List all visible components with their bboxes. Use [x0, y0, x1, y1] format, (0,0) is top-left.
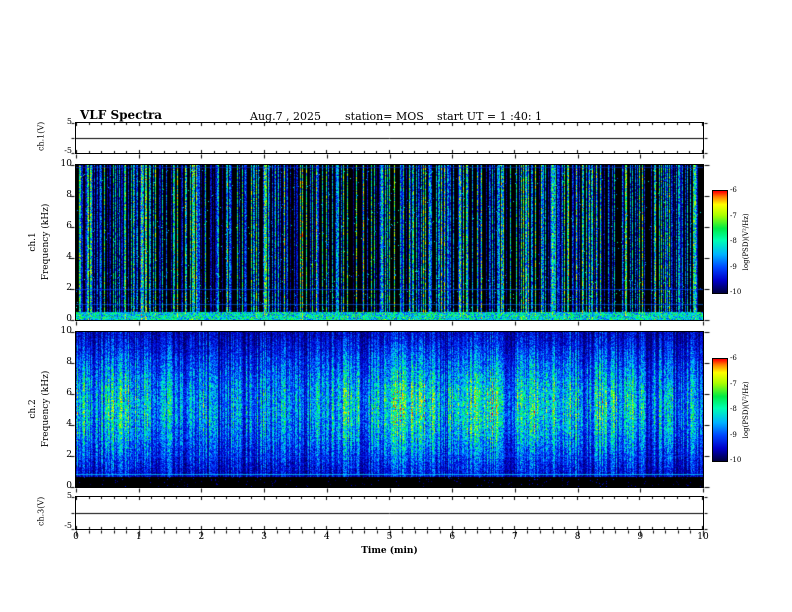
colorbar-tick-label: -6	[730, 354, 737, 362]
ch3-voltage-axis-label: ch.3(V)	[36, 496, 46, 527]
ch3-voltage-ymin: -5	[64, 521, 72, 530]
colorbar-tick-label: -10	[730, 288, 742, 296]
x-tick-label: 0	[73, 532, 79, 542]
colorbar-tick-label: -10	[730, 456, 742, 464]
ch2-spectrogram-panel	[75, 331, 704, 488]
x-tick-label: 6	[449, 532, 456, 542]
x-tick-label: 2	[198, 532, 205, 542]
ch1-voltage-ymin: -5	[64, 146, 72, 155]
page-title: VLF Spectra	[80, 108, 163, 122]
x-tick-label: 7	[512, 532, 518, 542]
colorbar-tick-label: -9	[730, 430, 737, 439]
freq-tick-label: 4	[66, 419, 72, 429]
freq-tick-label: 2	[66, 283, 72, 293]
colorbar-tick-label: -8	[730, 237, 737, 245]
x-tick-label: 10	[697, 532, 709, 542]
freq-tick-label: 8	[66, 190, 72, 200]
x-tick-label: 4	[323, 532, 330, 542]
freq-tick-label: 8	[66, 357, 72, 367]
freq-tick-label: 10	[60, 326, 72, 336]
freq-tick-label: 6	[66, 388, 72, 398]
freq-tick-label: 4	[66, 252, 72, 262]
ch1-spectrogram-panel	[75, 164, 704, 321]
colorbar-tick-label: -7	[730, 379, 737, 388]
freq-tick-label: 0	[66, 481, 72, 491]
ch1-voltage-panel	[75, 122, 704, 154]
colorbar-ch1-label: log(PSD)(V²/Hz)	[742, 213, 751, 271]
ch3-voltage-ymax: 5	[66, 491, 72, 500]
x-tick-label: 5	[386, 532, 393, 542]
time-axis-label: Time (min)	[361, 546, 418, 556]
colorbar-tick-label: -6	[730, 186, 737, 194]
x-tick-label: 1	[135, 532, 142, 542]
x-tick-label: 3	[261, 532, 267, 542]
freq-tick-label: 6	[66, 221, 72, 231]
colorbar-tick-label: -7	[730, 211, 737, 220]
x-tick-label: 9	[637, 532, 644, 542]
freq-tick-label: 10	[60, 159, 72, 169]
colorbar-tick-label: -8	[730, 405, 737, 413]
x-tick-label: 8	[574, 532, 581, 542]
ch2-channel-label: ch.2	[28, 399, 39, 419]
colorbar-ch2	[712, 358, 728, 462]
ch3-voltage-panel	[75, 496, 704, 530]
ch1-frequency-axis-label: Frequency (kHz)	[41, 203, 52, 281]
colorbar-ch2-label: log(PSD)(V²/Hz)	[742, 381, 751, 439]
ch1-voltage-axis-label: ch.1(V)	[36, 121, 46, 152]
ch1-channel-label: ch.1	[28, 232, 39, 252]
colorbar-ch1	[712, 190, 728, 294]
freq-tick-label: 0	[66, 314, 72, 324]
colorbar-tick-label: -9	[730, 262, 737, 271]
freq-tick-label: 2	[66, 450, 72, 460]
ch2-frequency-axis-label: Frequency (kHz)	[41, 370, 52, 448]
ch1-voltage-ymax: 5	[66, 117, 72, 126]
